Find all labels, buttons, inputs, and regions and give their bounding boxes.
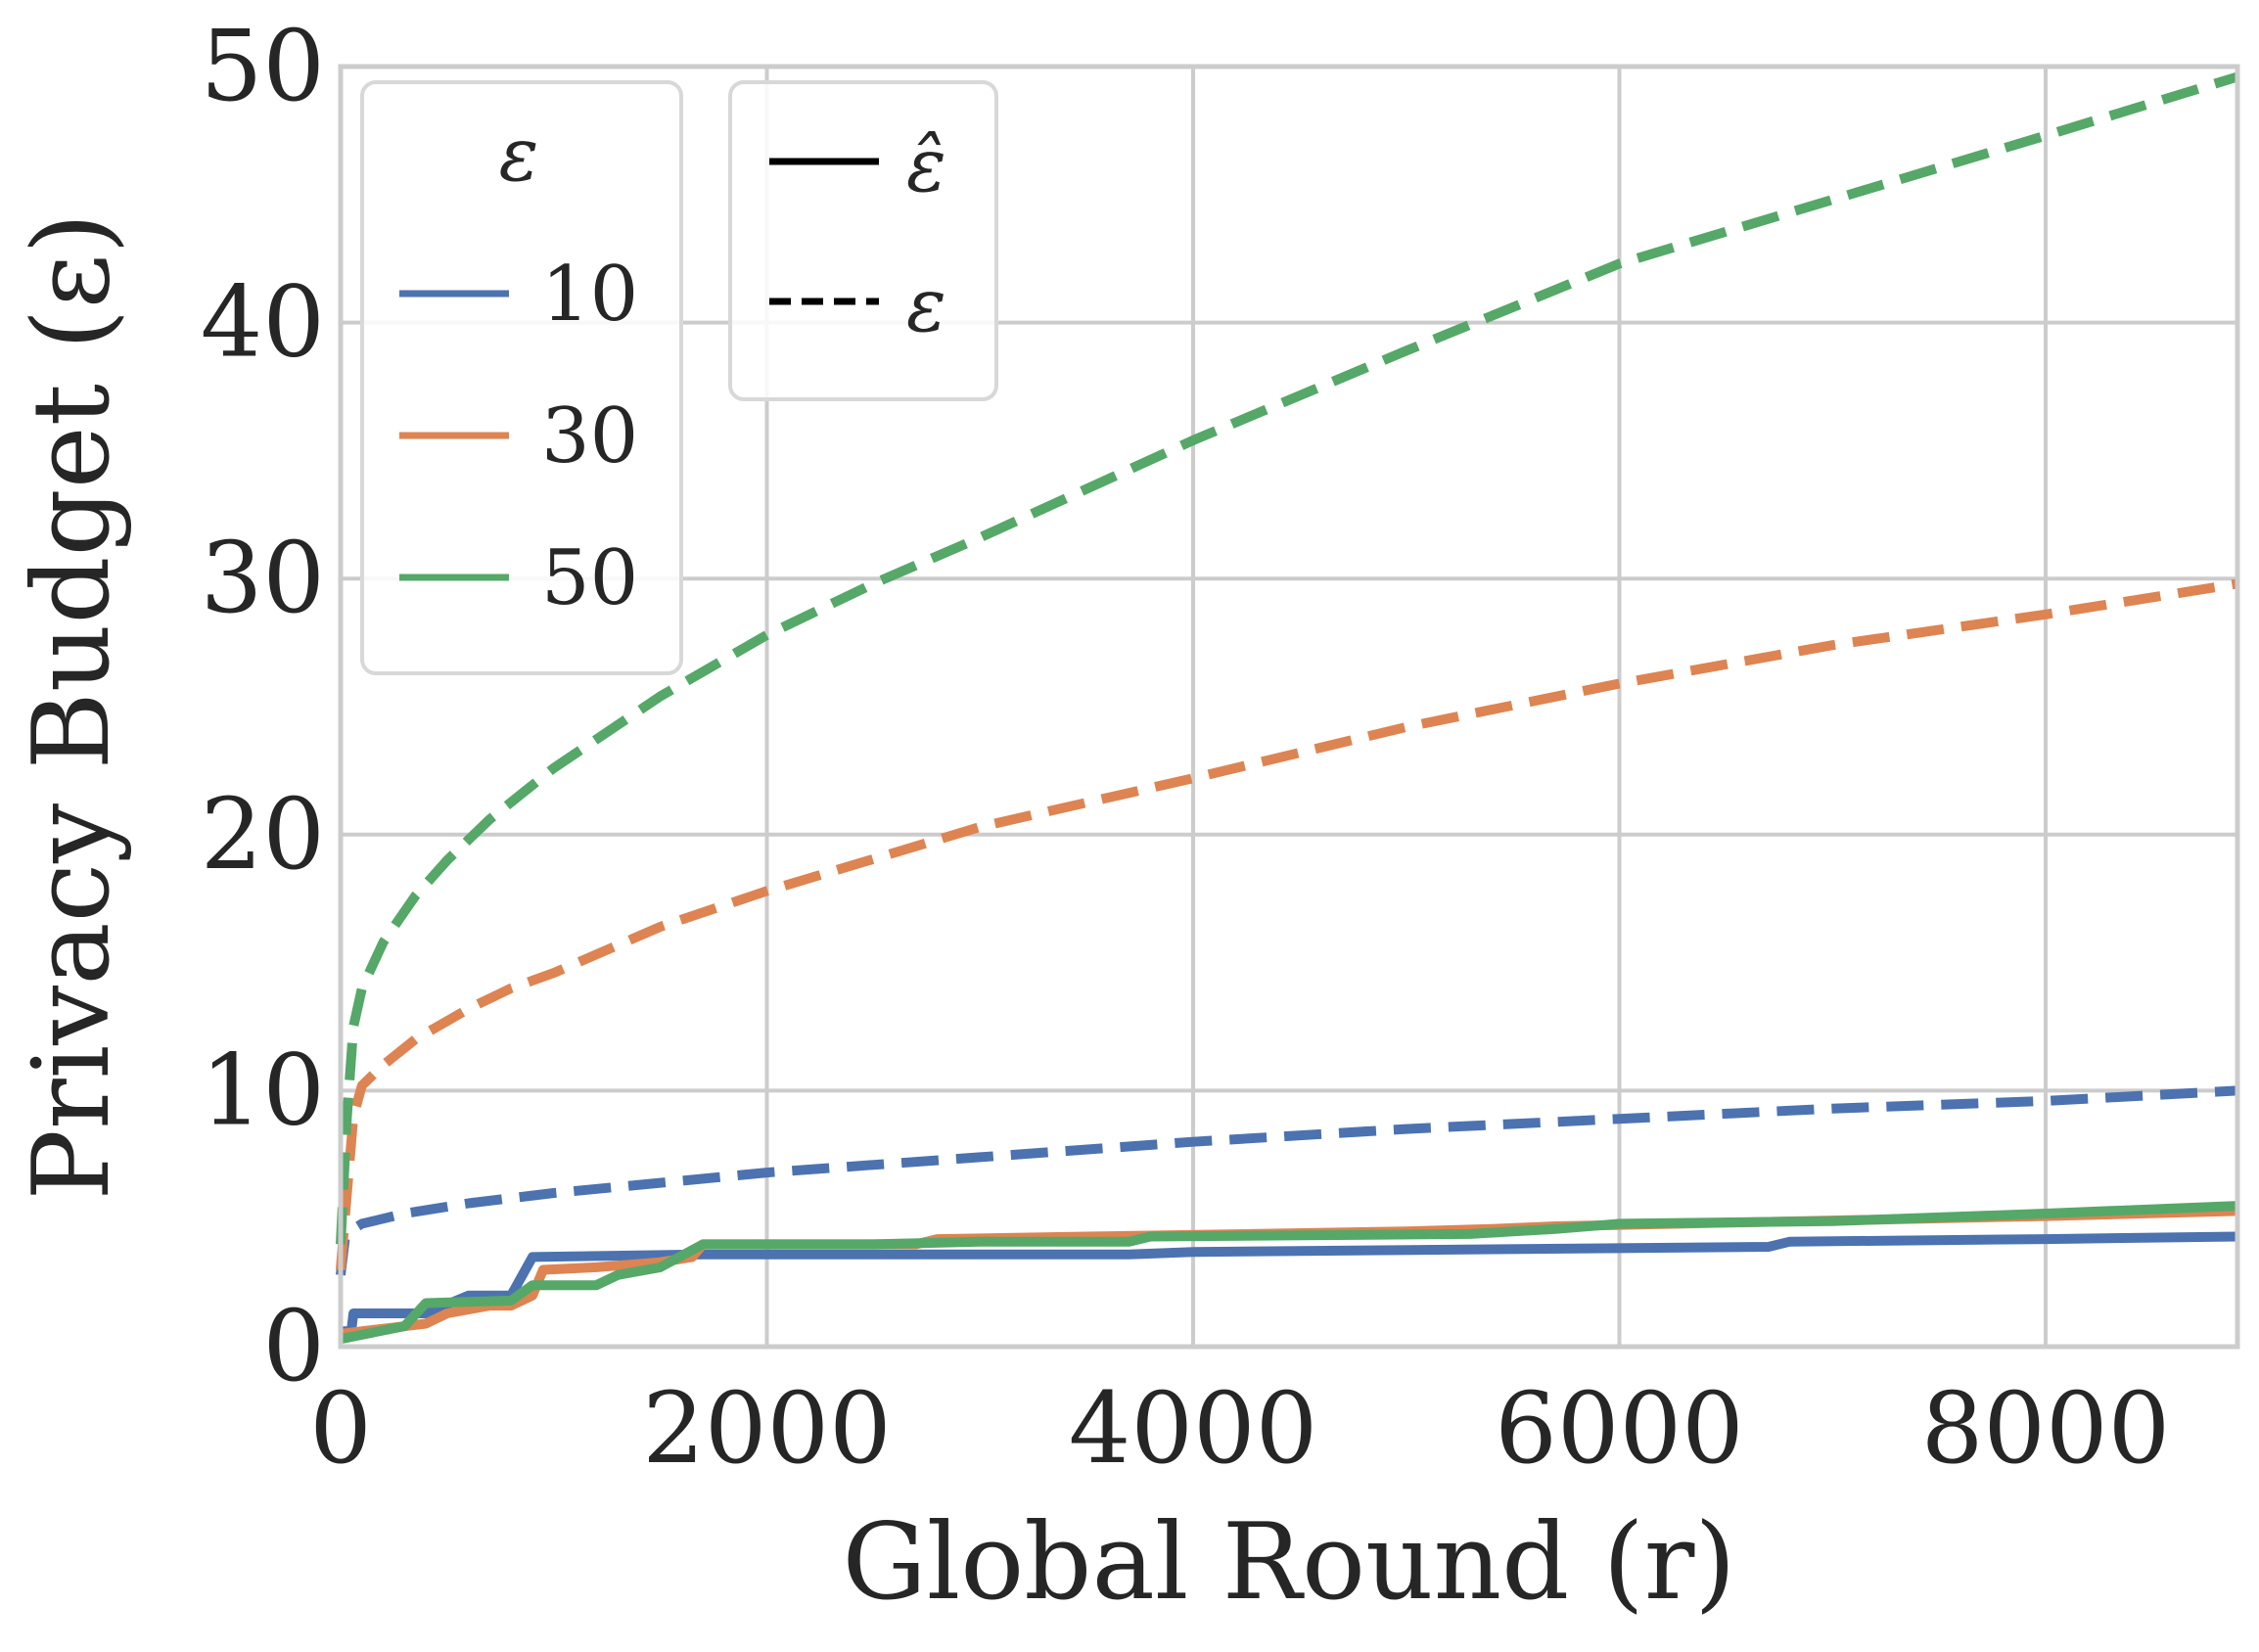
series-line-eps-30-bound [336,578,2238,1270]
x-tick-label: 4000 [1069,1371,1318,1486]
legend-curve-kind: ε̂ ε [728,80,998,401]
x-tick-labels: 0 2000 4000 6000 8000 [309,1371,2170,1486]
x-tick-label: 8000 [1921,1371,2171,1486]
y-tick-label: 20 [201,777,325,892]
series-line-eps-10-estimate [341,1231,2238,1337]
legend-epsilon-values: ε 10 30 50 [360,80,683,675]
legend-title: ε [499,111,539,198]
series-line-eps-10-bound [336,1085,2238,1276]
x-tick-label: 2000 [642,1371,892,1486]
y-tick-label: 10 [201,1032,325,1147]
legend-entry-label: 30 [541,392,638,481]
y-axis-label: Privacy Budget (ε) [11,212,133,1200]
y-tick-label: 0 [262,1289,325,1403]
y-tick-label: 30 [201,521,325,635]
x-axis-label: Global Round (r) [842,1501,1735,1624]
series-line-eps-50-bound [336,71,2239,1245]
x-tick-label: 6000 [1495,1371,1744,1486]
series-lines [336,71,2239,1345]
y-tick-label: 40 [201,265,325,380]
legend-entry-label: 10 [541,251,638,339]
series-line-eps-50-estimate [340,1201,2238,1345]
plot-frame [338,64,2240,1350]
legend-entry-label: 50 [541,534,638,622]
legend-box [728,80,998,401]
legend-box [360,80,683,675]
y-tick-labels: 0 10 20 30 40 50 [201,9,325,1403]
legend-entry-label: ε [906,261,946,348]
y-tick-label: 50 [201,9,325,123]
legend-entry-label: ε̂ [906,121,946,208]
x-tick-label: 0 [309,1371,372,1486]
